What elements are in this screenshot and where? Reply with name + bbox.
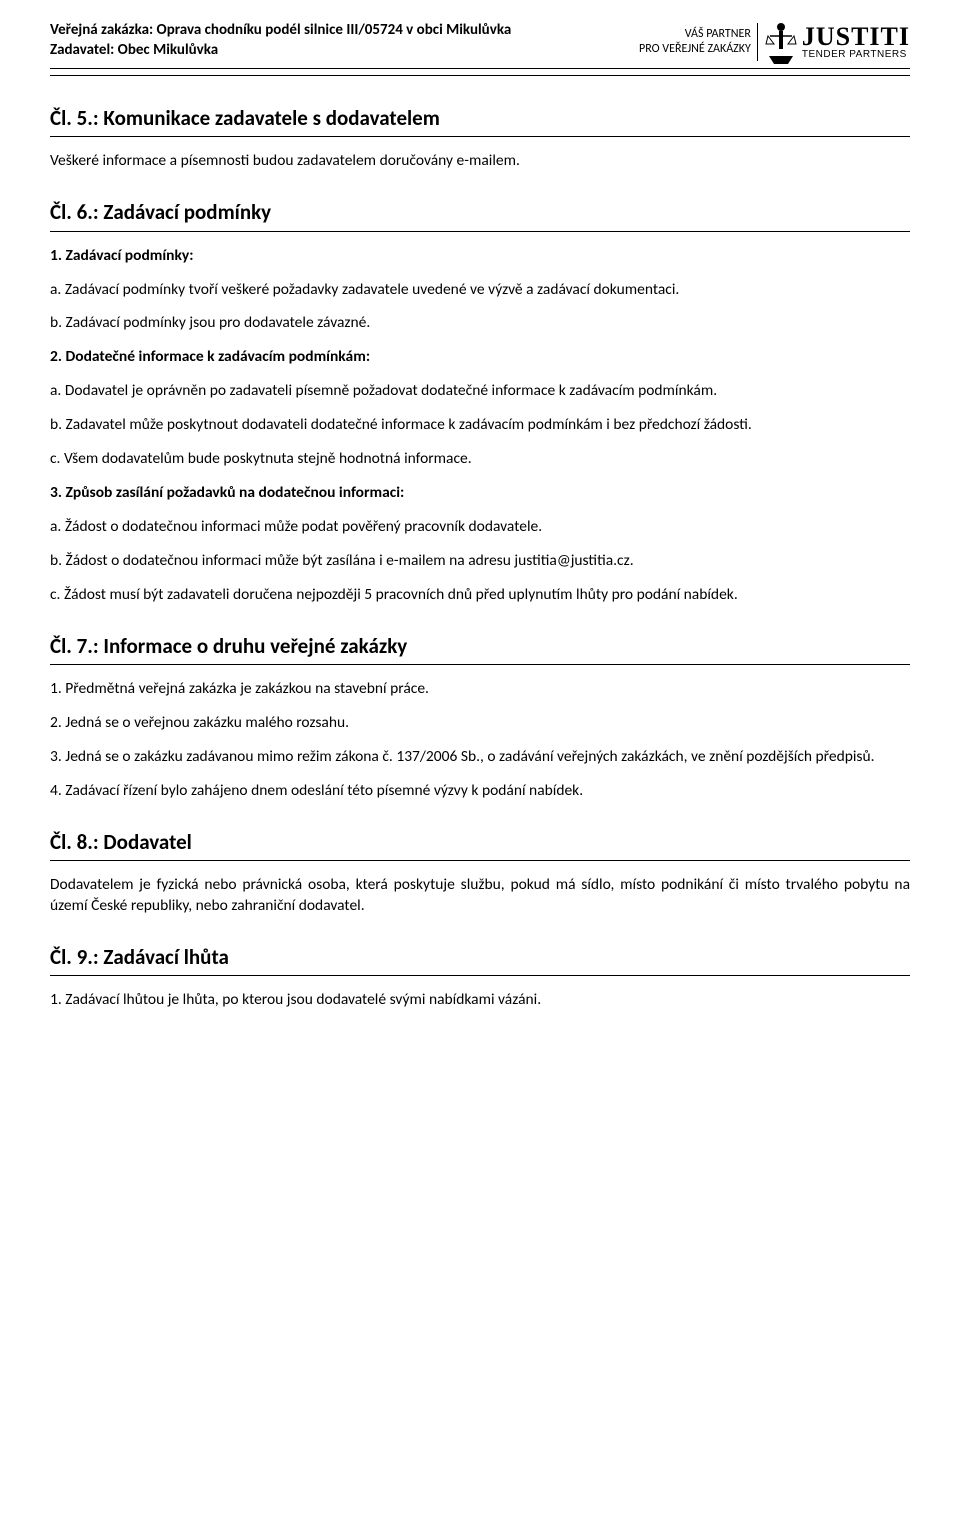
section-9-heading: Čl. 9.: Zadávací lhůta (50, 943, 910, 976)
section-8-heading: Čl. 8.: Dodavatel (50, 828, 910, 861)
section-7-p2: 2. Jedná se o veřejnou zakázku malého ro… (50, 713, 910, 734)
section-6-sub1: 1. Zadávací podmínky: (50, 246, 910, 267)
header-contract-title: Veřejná zakázka: Oprava chodníku podél s… (50, 20, 511, 40)
section-9-p1: 1. Zadávací lhůtou je lhůta, po kterou j… (50, 990, 910, 1011)
section-5-p1: Veškeré informace a písemnosti budou zad… (50, 151, 910, 172)
header-contracting-authority: Zadavatel: Obec Mikulůvka (50, 40, 511, 60)
section-6-p3c: c. Žádost musí být zadavateli doručena n… (50, 585, 910, 606)
section-5-heading: Čl. 5.: Komunikace zadavatele s dodavate… (50, 104, 910, 137)
section-7-heading: Čl. 7.: Informace o druhu veřejné zakázk… (50, 632, 910, 665)
logo-text: JUSTITI TENDER PARTNERS (802, 24, 910, 60)
section-7-p3: 3. Jedná se o zakázku zadávanou mimo rež… (50, 747, 910, 768)
section-6-p3b: b. Žádost o dodatečnou informaci může bý… (50, 551, 910, 572)
section-6-p1a: a. Zadávací podmínky tvoří veškeré požad… (50, 280, 910, 301)
section-6-p3a: a. Žádost o dodatečnou informaci může po… (50, 517, 910, 538)
logo-block: JUSTITI TENDER PARTNERS (764, 20, 910, 64)
section-7-p1: 1. Předmětná veřejná zakázka je zakázkou… (50, 679, 910, 700)
section-6-sub2: 2. Dodatečné informace k zadávacím podmí… (50, 347, 910, 368)
section-6-p2a: a. Dodavatel je oprávněn po zadavateli p… (50, 381, 910, 402)
header-left: Veřejná zakázka: Oprava chodníku podél s… (50, 20, 511, 61)
section-6-sub3: 3. Způsob zasílání požadavků na dodatečn… (50, 483, 910, 504)
logo-sub: TENDER PARTNERS (802, 50, 907, 60)
page-header: Veřejná zakázka: Oprava chodníku podél s… (50, 20, 910, 69)
section-8-p1: Dodavatelem je fyzická nebo právnická os… (50, 875, 910, 917)
logo-main: JUSTITI (802, 24, 910, 50)
partner-line1: VÁŠ PARTNER (639, 27, 751, 42)
header-right: VÁŠ PARTNER PRO VEŘEJNÉ ZAKÁZKY JUSTITI … (639, 20, 910, 64)
partner-line2: PRO VEŘEJNÉ ZAKÁZKY (639, 42, 751, 57)
justice-icon (764, 20, 798, 64)
header-divider (50, 75, 910, 76)
section-6-p2b: b. Zadavatel může poskytnout dodavateli … (50, 415, 910, 436)
vertical-divider (757, 23, 758, 61)
section-6-p1b: b. Zadávací podmínky jsou pro dodavatele… (50, 313, 910, 334)
section-6-p2c: c. Všem dodavatelům bude poskytnuta stej… (50, 449, 910, 470)
section-7-p4: 4. Zadávací řízení bylo zahájeno dnem od… (50, 781, 910, 802)
section-6-heading: Čl. 6.: Zadávací podmínky (50, 198, 910, 231)
partner-slogan: VÁŠ PARTNER PRO VEŘEJNÉ ZAKÁZKY (639, 27, 751, 57)
